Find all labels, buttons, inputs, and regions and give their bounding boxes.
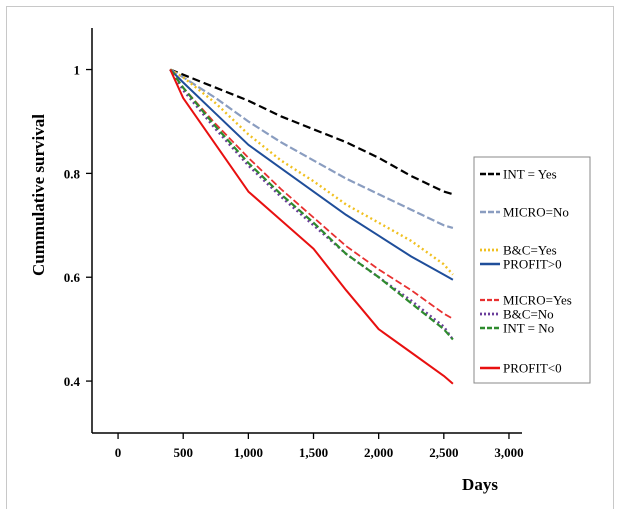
x-tick-label: 0 <box>115 445 122 460</box>
legend-label: PROFIT>0 <box>503 257 562 272</box>
legend-box <box>473 156 591 384</box>
x-axis-title: Days <box>462 475 498 494</box>
legend-label: PROFIT<0 <box>503 361 562 376</box>
x-tick-label: 2,000 <box>364 445 393 460</box>
series-line <box>169 68 454 341</box>
y-tick-label: 0.6 <box>64 270 81 285</box>
legend-label: B&C=No <box>503 307 554 322</box>
x-tick-label: 500 <box>173 445 193 460</box>
x-ticks: 0 500 1,000 1,500 2,000 2,500 3,000 <box>115 433 524 460</box>
legend-label: MICRO=No <box>503 205 569 220</box>
series-line <box>169 68 454 320</box>
y-axis-title: Cummulative survival <box>29 114 48 276</box>
y-tick-label: 1 <box>74 63 81 78</box>
x-tick-label: 1,500 <box>299 445 328 460</box>
chart-frame <box>6 6 614 509</box>
series-line <box>169 68 454 281</box>
series-line <box>169 68 454 276</box>
legend-label: MICRO=Yes <box>503 293 572 308</box>
y-ticks: 1 0.8 0.6 0.4 <box>64 63 92 389</box>
legend-label: B&C=Yes <box>503 243 557 258</box>
legend-label: INT = No <box>503 321 554 336</box>
series-line <box>169 69 454 385</box>
x-tick-label: 3,000 <box>494 445 523 460</box>
y-tick-label: 0.8 <box>64 166 81 181</box>
series-line <box>169 68 454 196</box>
x-tick-label: 1,000 <box>234 445 263 460</box>
x-tick-label: 2,500 <box>429 445 458 460</box>
series-lines <box>169 68 454 385</box>
y-tick-label: 0.4 <box>64 374 81 389</box>
legend-label: INT = Yes <box>503 167 557 182</box>
series-line <box>169 68 454 229</box>
axes <box>91 28 522 434</box>
